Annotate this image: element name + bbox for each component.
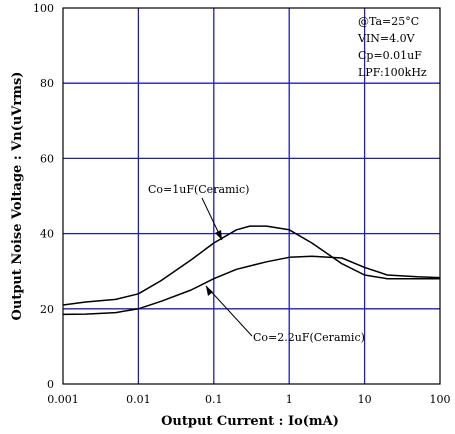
x-tick-label: 0.001 [47,393,79,406]
series-line-2 [62,255,441,316]
series-leader-2 [205,285,253,337]
x-tick-labels: 0.001 0.01 0.1 1 10 100 [47,393,450,406]
grid-lines [63,8,440,384]
y-tick-label: 60 [40,152,54,165]
y-tick-label: 40 [40,228,54,241]
y-axis-title: Output Noise Voltage : Vn(uVrms) [10,72,25,321]
condition-line: @Ta=25°C [358,15,419,28]
series-label-2: Co=2.2uF(Ceramic) [253,331,365,344]
y-tick-label: 0 [47,378,54,391]
x-tick-label: 1 [286,393,293,406]
series-line-1 [62,225,440,306]
series-label-1: Co=1uF(Ceramic) [148,183,249,196]
y-tick-labels: 0 20 40 60 80 100 [33,2,54,391]
x-tick-label: 0.1 [205,393,223,406]
condition-line: VIN=4.0V [357,32,416,45]
series-layer [62,225,441,316]
x-tick-label: 100 [430,393,451,406]
condition-line: LPF:100kHz [358,66,427,79]
plot-frame [62,7,441,385]
y-tick-label: 80 [40,77,54,90]
series-arrow-2 [206,286,213,296]
x-tick-label: 0.01 [126,393,151,406]
y-tick-label: 100 [33,2,54,15]
series-arrow-1 [215,230,222,240]
x-axis-title: Output Current : Io(mA) [161,414,339,429]
test-conditions: @Ta=25°C VIN=4.0V Cp=0.01uF LPF:100kHz [357,15,427,79]
condition-line: Cp=0.01uF [358,49,422,62]
series-labels: Co=1uF(Ceramic) Co=2.2uF(Ceramic) [148,183,365,344]
y-tick-label: 20 [40,303,54,316]
x-tick-label: 10 [358,393,372,406]
